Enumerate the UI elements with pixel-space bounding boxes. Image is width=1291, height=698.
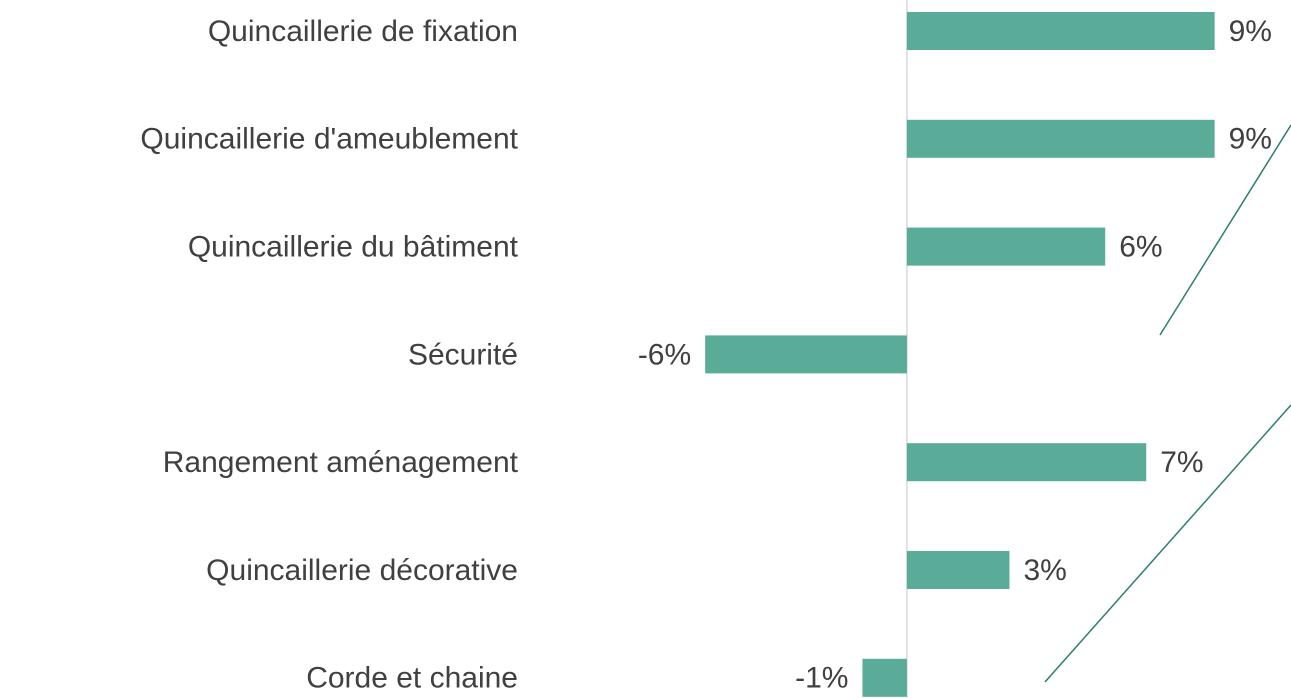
category-label: Quincaillerie d'ameublement	[140, 123, 518, 156]
bar	[906, 443, 1147, 482]
category-label: Quincaillerie du bâtiment	[188, 231, 519, 264]
value-label: 9%	[1229, 123, 1272, 156]
category-label: Sécurité	[408, 338, 518, 371]
value-label: -1%	[795, 662, 848, 695]
value-label: 6%	[1119, 231, 1162, 264]
value-label: 3%	[1023, 554, 1066, 587]
bar	[906, 227, 1106, 266]
value-label: 7%	[1160, 446, 1203, 479]
category-label: Quincaillerie de fixation	[208, 15, 518, 48]
bar	[906, 119, 1215, 158]
value-label: -6%	[638, 338, 691, 371]
bar	[705, 335, 907, 374]
value-label: 9%	[1229, 15, 1272, 48]
bar	[906, 551, 1010, 589]
decorative-line	[1044, 404, 1291, 683]
decorative-line	[1159, 124, 1291, 336]
category-label: Corde et chaine	[306, 662, 518, 695]
bar	[906, 12, 1215, 50]
bar	[862, 658, 907, 697]
category-label: Quincaillerie décorative	[206, 554, 518, 587]
category-label: Rangement aménagement	[163, 446, 519, 479]
